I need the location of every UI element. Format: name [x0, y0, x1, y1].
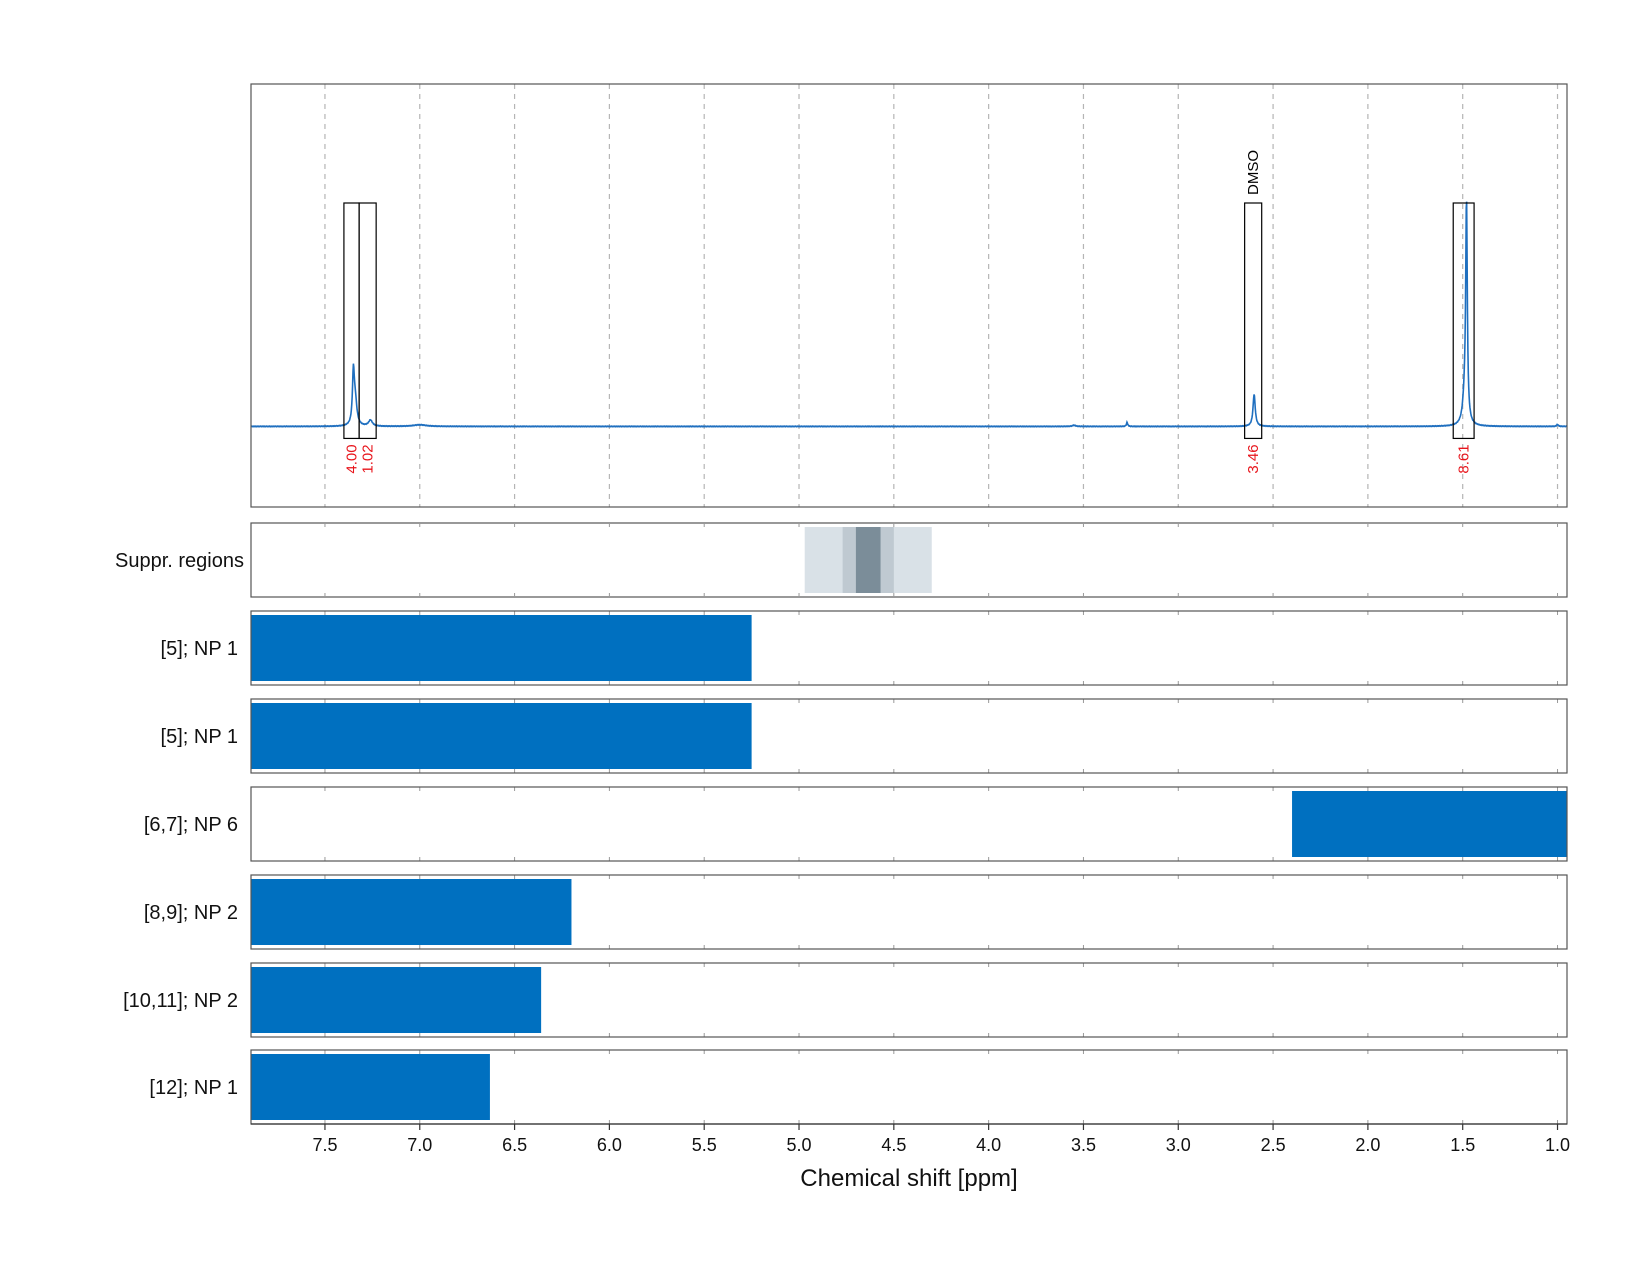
assignment-bar [251, 1054, 490, 1120]
x-tick-label: 1.5 [1450, 1135, 1475, 1155]
integration-region [1244, 202, 1263, 440]
row-frame [250, 786, 1568, 862]
row-label: [10,11]; NP 2 [123, 990, 238, 1012]
assignment-bar [251, 615, 752, 681]
assignment-bar [251, 879, 572, 945]
x-tick-label: 4.5 [881, 1135, 906, 1155]
x-tick-label: 3.5 [1071, 1135, 1096, 1155]
suppression-label: Suppr. regions [115, 550, 244, 572]
row-label: [12]; NP 1 [149, 1077, 238, 1099]
assignment-row: [10,11]; NP 2 [123, 962, 1568, 1038]
x-tick-label: 5.5 [692, 1135, 717, 1155]
row-label: [6,7]; NP 6 [144, 814, 238, 836]
row-frame [250, 610, 1568, 686]
x-tick-label: 3.0 [1166, 1135, 1191, 1155]
assignment-bar [251, 967, 542, 1033]
integral-value: 3.46 [1245, 444, 1262, 473]
spectrum-trace [250, 201, 1568, 428]
row-label: [5]; NP 1 [161, 638, 238, 660]
assignment-row: [6,7]; NP 6 [144, 786, 1568, 862]
x-tick-label: 6.0 [597, 1135, 622, 1155]
row-frame [250, 962, 1568, 1038]
grid-lines [324, 84, 1559, 507]
region-label: DMSO [1245, 150, 1262, 195]
x-tick-label: 5.0 [787, 1135, 812, 1155]
x-tick-label: 6.5 [502, 1135, 527, 1155]
x-tick-label: 4.0 [976, 1135, 1001, 1155]
integral-value: 4.00 [344, 444, 361, 473]
spectrum-frame [250, 83, 1568, 508]
spectrum-panel: 4.00 1.02 3.46 DMSO 8.61 [250, 83, 1568, 508]
integral-value: 8.61 [1456, 444, 1473, 473]
x-tick-label: 2.0 [1355, 1135, 1380, 1155]
assignment-bar [1292, 791, 1567, 857]
integration-region [358, 202, 377, 440]
assignment-bar [251, 703, 752, 769]
suppression-panel: Suppr. regions [115, 522, 1568, 598]
x-axis-title: Chemical shift [ppm] [800, 1165, 1017, 1192]
suppression-band [855, 527, 881, 593]
x-axis: 7.5 7.0 6.5 6.0 5.5 5.0 4.5 4.0 3.5 3.0 2.5 2.0 1.5 1… [251, 1123, 1570, 1155]
row-label: [8,9]; NP 2 [144, 902, 238, 924]
integral-value: 1.02 [360, 444, 377, 473]
x-tick-label: 1.0 [1545, 1135, 1570, 1155]
assignment-row: [12]; NP 1 [149, 1049, 1568, 1125]
integration-region [1452, 202, 1475, 440]
assignment-row: [8,9]; NP 2 [144, 874, 1568, 950]
assignment-row: [5]; NP 1 [161, 698, 1568, 774]
assignment-rows: [5]; NP 1 [5]; NP 1 [6,7]; NP 6 [8,9]; NP 2… [123, 610, 1568, 1125]
assignment-row: [5]; NP 1 [161, 610, 1568, 686]
x-tick-label: 7.5 [312, 1135, 337, 1155]
row-frame [250, 698, 1568, 774]
x-tick-label: 7.0 [407, 1135, 432, 1155]
row-label: [5]; NP 1 [161, 726, 238, 748]
x-tick-label: 2.5 [1261, 1135, 1286, 1155]
suppression-frame [250, 522, 1568, 598]
row-frame [250, 874, 1568, 950]
